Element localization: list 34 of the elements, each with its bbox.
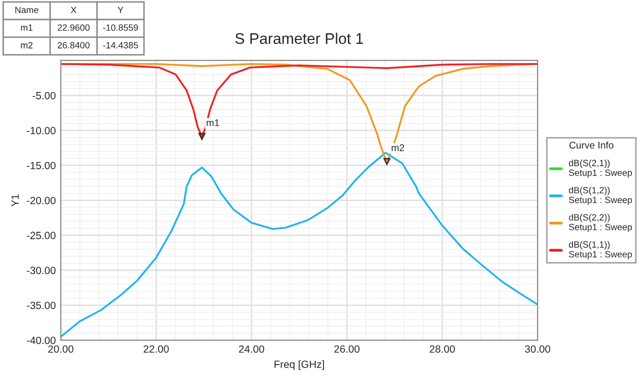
y-axis-title: Y1: [12, 194, 19, 206]
text: -10.8559: [103, 24, 138, 31]
legend-label: dB(S(1,1)) Setup1 : Sweep: [568, 241, 632, 260]
text: -14.4385: [103, 42, 138, 48]
y-tick-label: -5.00: [32, 92, 56, 100]
annotation: m1: [206, 119, 220, 126]
y-tick-label: -10.00: [26, 126, 56, 134]
chart-title: S Parameter Plot 1: [235, 32, 363, 44]
text: m2: [20, 42, 32, 48]
legend-label: dB(S(1,2)) Setup1 : Sweep: [568, 186, 632, 205]
x-tick-label: 30.00: [524, 345, 550, 353]
x-tick-label: 24.00: [239, 345, 264, 353]
text: Name: [15, 6, 38, 14]
x-tick-label: 26.00: [334, 345, 360, 353]
text: 22.9600: [58, 24, 90, 31]
annotation: m2: [392, 144, 404, 152]
legend-label: dB(S(2,1)) Setup1 : Sweep: [568, 160, 632, 178]
text: 26.8400: [58, 42, 90, 48]
y-tick-label: -35.00: [26, 302, 56, 310]
x-tick-label: 20.00: [48, 345, 74, 353]
y-tick-label: -20.00: [26, 196, 56, 204]
line-series: [60, 152, 538, 338]
y-tick-label: -25.00: [26, 232, 56, 240]
legend-title: Curve Info: [569, 141, 614, 149]
text: X: [70, 6, 76, 14]
x-tick-label: 28.00: [430, 345, 455, 353]
x-tick-label: 22.00: [144, 345, 169, 353]
text: Y: [118, 6, 124, 14]
legend-label: dB(S(2,2)) Setup1 : Sweep: [568, 214, 632, 232]
x-axis-title: Freq [GHz]: [274, 360, 324, 370]
y-tick-label: -40.00: [26, 336, 56, 344]
text: m1: [20, 24, 32, 31]
y-tick-label: -15.00: [26, 162, 56, 170]
y-tick-label: -30.00: [26, 266, 56, 274]
